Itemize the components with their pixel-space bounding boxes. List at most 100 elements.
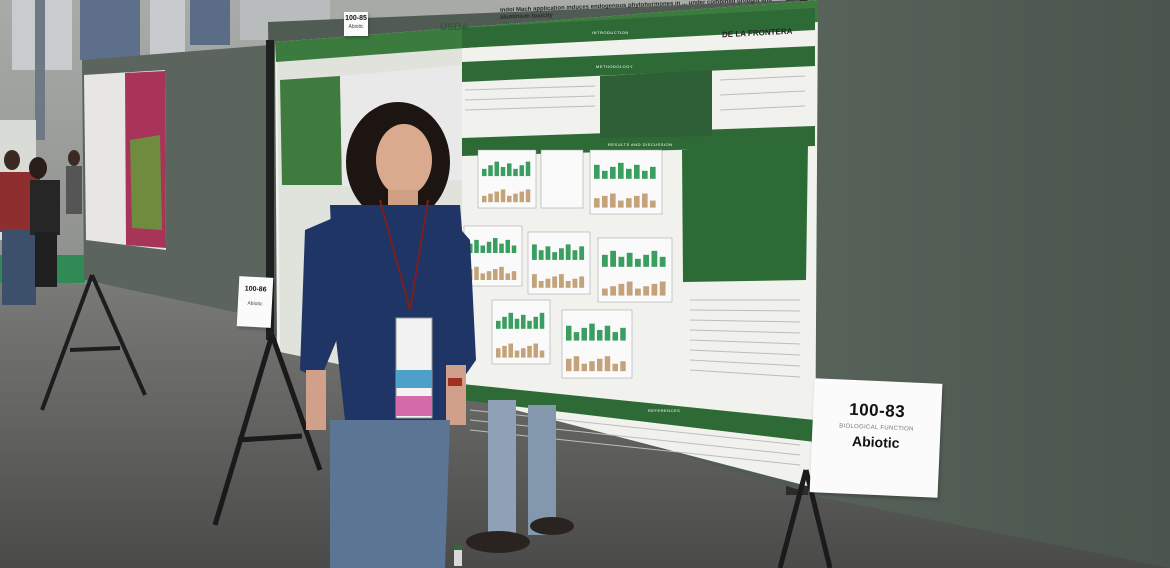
poster-bar-tan bbox=[572, 278, 578, 288]
poster-bar-green bbox=[581, 327, 587, 341]
poster-section-intro: Introduction bbox=[592, 30, 629, 35]
bg-person-2-legs bbox=[35, 232, 57, 287]
poster-left-green bbox=[280, 76, 342, 185]
poster-bar-green bbox=[538, 250, 544, 260]
poster-bar-tan bbox=[634, 195, 640, 208]
poster-bar-tan bbox=[604, 356, 611, 372]
poster-bar-tan bbox=[500, 189, 506, 203]
poster-intro-band bbox=[462, 8, 815, 48]
poster-bar-green bbox=[513, 168, 518, 177]
poster-bar-tan bbox=[612, 363, 618, 372]
poster-bar-tan bbox=[565, 280, 571, 288]
hidden-person-shoe-right bbox=[530, 517, 574, 535]
poster-section-methodology: Methodology bbox=[596, 64, 634, 69]
sign-code: 100-83 bbox=[848, 399, 906, 422]
poster-bar-tan bbox=[597, 358, 603, 372]
poster-section-references: References bbox=[648, 408, 681, 413]
poster-bar-tan bbox=[502, 345, 507, 358]
poster-refs-band bbox=[462, 384, 815, 442]
left-poster-leaf bbox=[130, 135, 162, 230]
poster-bar-tan bbox=[508, 343, 514, 358]
poster-bar-tan bbox=[519, 191, 525, 203]
poster-bar-tan bbox=[527, 345, 532, 358]
top-sign-code: 100-85 bbox=[345, 15, 367, 22]
poster-bar-green bbox=[610, 166, 616, 179]
poster-bar-green bbox=[494, 161, 500, 177]
poster-bar-green bbox=[602, 170, 608, 179]
presenter-face bbox=[376, 124, 432, 196]
poster-bar-tan bbox=[642, 193, 648, 208]
poster-bar-green bbox=[514, 318, 520, 329]
poster-bar-tan bbox=[594, 198, 600, 208]
poster-bar-tan bbox=[482, 195, 487, 203]
poster-bar-green bbox=[559, 248, 564, 260]
poster-bar-green bbox=[602, 254, 608, 267]
presenter-necklace bbox=[379, 199, 411, 311]
poster-bar-green bbox=[507, 163, 512, 177]
poster-bar-tan bbox=[494, 191, 500, 203]
poster-bar-green bbox=[589, 323, 595, 341]
poster-bar-tan bbox=[559, 274, 564, 288]
poster-bar-green bbox=[618, 162, 624, 179]
presenter-badge-stripe-2 bbox=[396, 396, 432, 416]
poster-bar-tan bbox=[650, 200, 656, 208]
poster-bar-tan bbox=[488, 193, 493, 203]
poster-bar-tan bbox=[511, 271, 517, 280]
bg-person-1-legs bbox=[2, 230, 36, 305]
poster-bar-green bbox=[565, 244, 571, 260]
poster-text-lines bbox=[464, 75, 806, 466]
poster-bar-tan bbox=[573, 356, 580, 372]
hall-window-2 bbox=[80, 0, 140, 60]
poster-bar-tan bbox=[602, 288, 608, 296]
poster-bar-green bbox=[620, 327, 626, 341]
middle-sign-code: 100-86 bbox=[244, 285, 267, 294]
poster-bar-tan bbox=[566, 358, 572, 372]
poster-bar-tan bbox=[552, 276, 558, 288]
poster-bar-green bbox=[486, 241, 492, 253]
poster-bar-tan bbox=[610, 193, 616, 208]
presenter-left-arm bbox=[300, 215, 345, 380]
middle-sign-category: Abiotic bbox=[247, 300, 263, 308]
poster-bar-green bbox=[634, 164, 640, 179]
poster-bar-green bbox=[612, 332, 618, 341]
poster-bar-tan bbox=[602, 195, 608, 208]
poster-bar-tan bbox=[659, 281, 666, 296]
presenter-necklace-2 bbox=[409, 199, 429, 311]
poster-bar-green bbox=[626, 168, 632, 179]
poster-bar-tan bbox=[626, 281, 633, 296]
poster-bar-tan bbox=[539, 350, 545, 358]
poster-bar-green bbox=[566, 325, 572, 341]
poster-bar-green bbox=[604, 325, 611, 341]
poster-bar-green bbox=[480, 245, 486, 253]
poster-bar-tan bbox=[496, 348, 501, 358]
poster-bar-tan bbox=[532, 274, 537, 288]
poster-bar-tan bbox=[493, 269, 498, 280]
easel-middle bbox=[212, 334, 323, 526]
poster-bar-green bbox=[488, 165, 493, 177]
poster-bar-tan bbox=[620, 361, 626, 372]
middle-number-sign: 100-86 Abiotic bbox=[236, 276, 274, 328]
bg-person-2-body bbox=[30, 180, 60, 235]
poster-bar-green bbox=[519, 165, 525, 177]
hidden-person-leg-left bbox=[488, 400, 516, 540]
bg-person-3-body bbox=[66, 166, 82, 214]
floor-bottle bbox=[454, 548, 462, 566]
poster-bar-green bbox=[552, 252, 558, 260]
poster-bar-green bbox=[499, 243, 504, 253]
poster-bar-tan bbox=[651, 283, 658, 296]
presenter-right-forearm bbox=[446, 365, 466, 425]
bg-person-2-head bbox=[29, 157, 47, 179]
poster-logo: USDA bbox=[440, 22, 469, 33]
poster-bar-green bbox=[594, 164, 600, 179]
poster-bar-green bbox=[618, 256, 625, 267]
presenter-badge-stripe bbox=[396, 370, 432, 388]
presenter bbox=[300, 102, 476, 568]
poster-bar-tan bbox=[514, 350, 520, 358]
poster-bar-tan bbox=[618, 283, 625, 296]
easel-left bbox=[40, 274, 147, 411]
poster-bar-tan bbox=[486, 271, 492, 280]
poster-bar-green bbox=[500, 167, 506, 177]
poster-bar-green bbox=[539, 312, 545, 329]
